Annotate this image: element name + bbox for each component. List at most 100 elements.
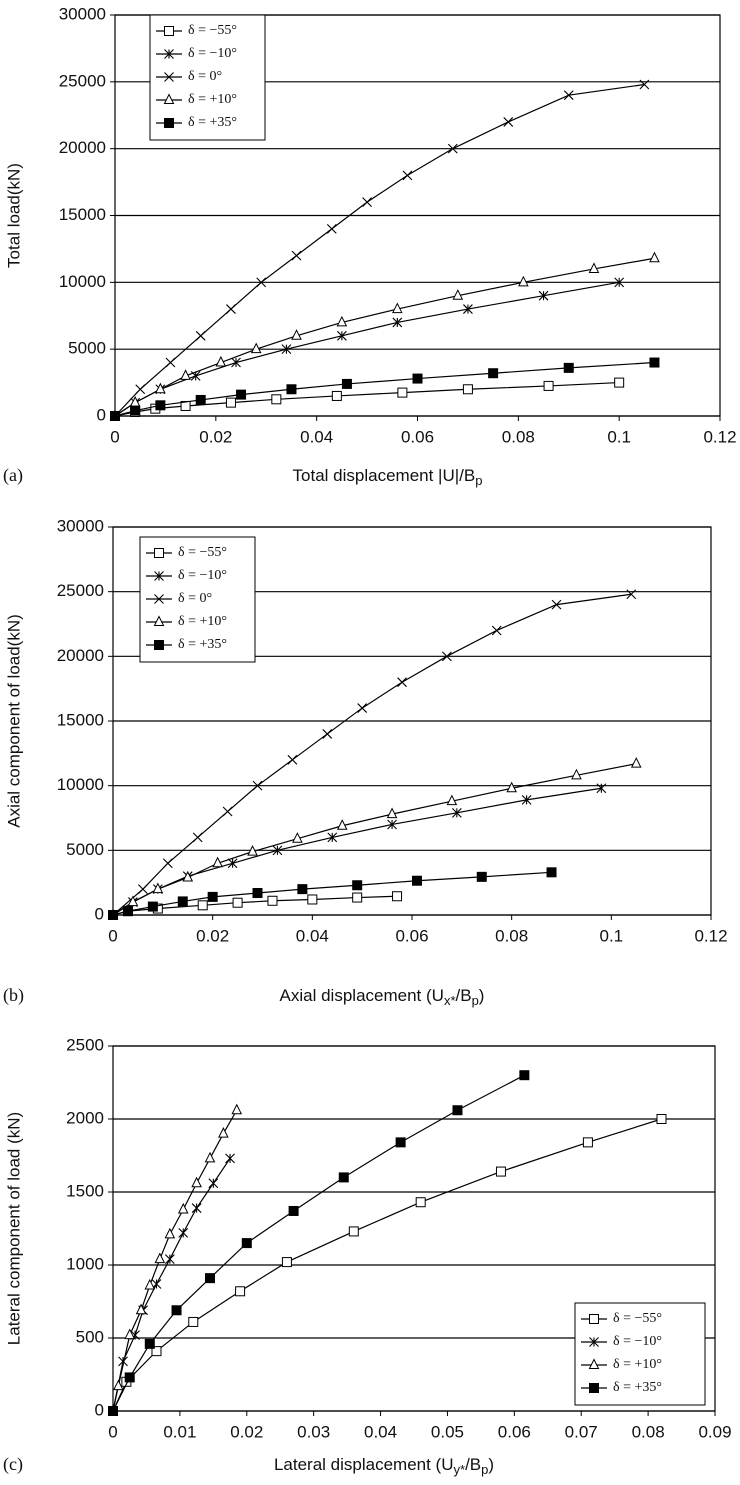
legend: δ = −55° δ = −10° δ = 0° δ = +10° δ = +35° (149, 14, 266, 141)
marker-shape (124, 1328, 136, 1340)
y-tick-label: 15000 (59, 205, 106, 224)
marker-shape (207, 891, 218, 902)
marker-stroke (326, 223, 337, 234)
legend-label: δ = −10° (178, 568, 227, 583)
x-axis-label: Total displacement |U|/Bp (293, 466, 483, 488)
x-tick-label: 0.06 (401, 427, 434, 446)
y-axis-label: Total load(kN) (4, 163, 23, 268)
marker-stroke (551, 599, 562, 610)
marker-shape (352, 880, 363, 891)
data-point (165, 357, 176, 368)
data-point (155, 400, 166, 411)
data-point (639, 79, 650, 90)
data-point (451, 807, 462, 818)
x-axis-label: Lateral displacement (Uy*/Bp) (274, 1455, 494, 1477)
marker-shape (518, 275, 529, 287)
marker-shape (395, 1137, 406, 1148)
y-tick-label: 1500 (66, 1181, 104, 1200)
marker-stroke (162, 858, 173, 869)
data-point (348, 1226, 359, 1237)
data-point (204, 1273, 215, 1284)
marker-shape (144, 1338, 155, 1349)
data-point (626, 589, 637, 600)
legend-label: δ = 0° (188, 69, 222, 84)
data-point (582, 1137, 593, 1148)
marker-shape (177, 896, 188, 907)
legend-label: δ = −55° (613, 1311, 662, 1326)
data-point (287, 754, 298, 765)
marker-shape (110, 411, 120, 421)
data-point (235, 1286, 246, 1297)
marker-shape (231, 1103, 243, 1115)
legend-marker (589, 1337, 599, 1347)
data-point (241, 1238, 252, 1249)
legend: δ = −55° δ = −10° δ = 0° δ = +10° δ = +35° (139, 536, 256, 663)
data-point (392, 891, 403, 902)
y-tick-label: 5000 (68, 339, 106, 358)
data-point (395, 1137, 406, 1148)
data-point (518, 275, 529, 287)
data-point (226, 304, 236, 314)
x-tick-label: 0 (110, 427, 119, 446)
data-point (231, 357, 241, 368)
y-tick-label: 5000 (66, 840, 104, 859)
marker-shape (127, 895, 139, 907)
x-tick-label: 0.02 (196, 926, 229, 945)
data-point (272, 845, 283, 856)
y-tick-label: 20000 (57, 646, 104, 665)
marker-stroke (226, 304, 236, 314)
legend-marker (589, 1383, 599, 1393)
marker-shape (292, 832, 303, 843)
marker-stroke (626, 589, 637, 600)
marker-shape (630, 757, 642, 768)
y-tick-label: 25000 (59, 71, 106, 90)
marker-shape (336, 819, 348, 830)
legend: δ = −55° δ = −10° δ = +10° δ = +35° (574, 1302, 706, 1406)
marker-shape (506, 781, 517, 793)
marker-shape (649, 251, 660, 263)
data-point (256, 277, 267, 288)
marker-shape (177, 1202, 189, 1214)
x-axis-label-subscript: y* (454, 1462, 466, 1477)
marker-shape (582, 1137, 593, 1148)
data-point (341, 378, 352, 389)
marker-shape (341, 378, 352, 389)
x-axis-label-part: /B (465, 1455, 481, 1474)
legend-label: δ = −10° (188, 46, 237, 61)
marker-shape (247, 845, 258, 856)
data-point (227, 858, 238, 869)
marker-shape (191, 1176, 202, 1188)
marker-shape (171, 1305, 182, 1316)
data-point (154, 1252, 166, 1264)
legend-label: δ = −55° (178, 545, 227, 560)
x-tick-label: 0.1 (607, 427, 631, 446)
y-axis-label: Lateral component of load (kN) (4, 1112, 23, 1345)
legend-marker (164, 26, 174, 36)
marker-shape (204, 1151, 216, 1163)
legend-marker (153, 615, 165, 626)
data-point (307, 894, 318, 905)
data-point (491, 625, 502, 636)
marker-stroke (195, 330, 206, 341)
data-point (192, 832, 203, 843)
marker-shape (154, 1252, 166, 1264)
data-point (495, 1166, 506, 1177)
data-point (164, 1227, 176, 1239)
data-point (656, 1114, 667, 1124)
marker-shape (154, 548, 164, 558)
marker-shape (108, 1406, 118, 1416)
data-point (291, 250, 302, 261)
marker-shape (288, 1205, 299, 1216)
legend-label: δ = 0° (178, 591, 212, 606)
data-point (110, 411, 120, 421)
data-point (164, 1254, 175, 1265)
marker-shape (649, 357, 660, 368)
x-tick-label: 0.1 (600, 926, 624, 945)
data-point (191, 1176, 202, 1188)
x-tick-label: 0 (108, 1422, 117, 1441)
legend-label: δ = +10° (613, 1357, 662, 1372)
data-point (649, 251, 660, 263)
marker-shape (291, 329, 302, 340)
data-point (182, 870, 194, 882)
x-tick-label: 0.08 (502, 427, 535, 446)
